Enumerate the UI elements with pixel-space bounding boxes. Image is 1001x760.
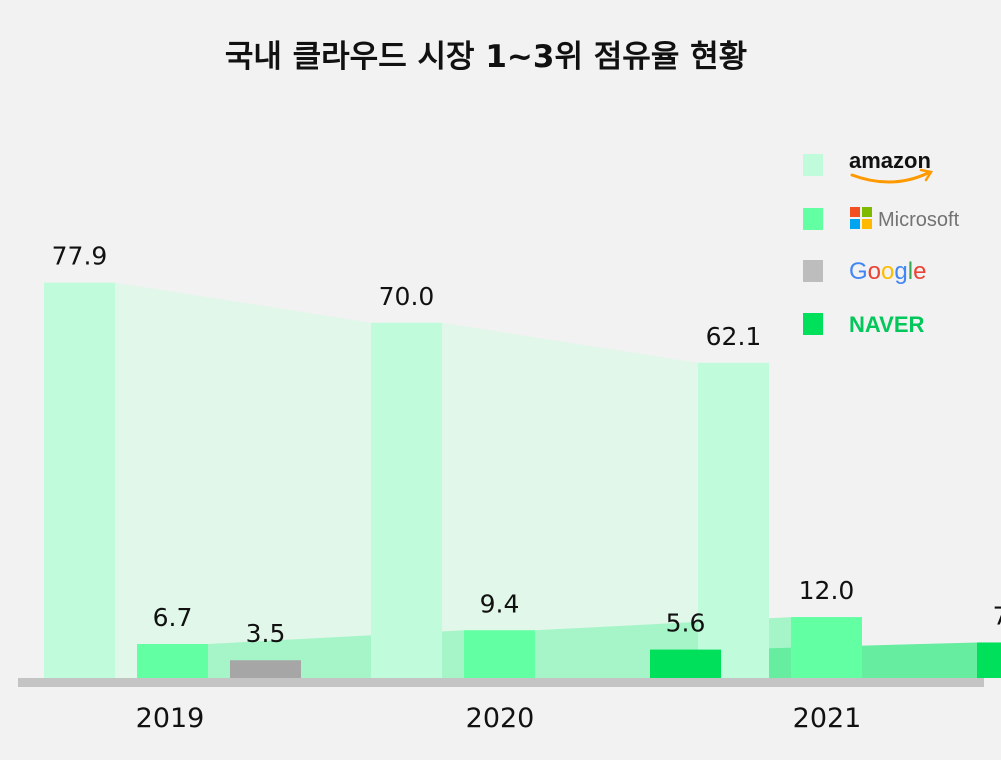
- bar-google-2019: [230, 660, 301, 678]
- microsoft-logo-icon: [850, 207, 872, 229]
- value-label-microsoft-2020: 9.4: [480, 589, 520, 618]
- value-label-naver-2020: 5.6: [666, 609, 706, 638]
- x-tick-2019: 2019: [136, 703, 205, 734]
- value-label-microsoft-2021: 12.0: [799, 576, 855, 605]
- amazon-arrow-icon: [919, 168, 934, 182]
- value-labels: 77.9 70.0 62.1 6.7 9.4 12.0 3.5 5.6 7.0: [52, 242, 1001, 649]
- bar-amazon-2019: [44, 282, 115, 678]
- legend-label-amazon: amazon: [849, 148, 931, 173]
- amazon-smile-icon: [850, 171, 930, 184]
- value-label-amazon-2020: 70.0: [379, 282, 435, 311]
- bar-microsoft-2019: [137, 643, 208, 678]
- legend-label-microsoft: Microsoft: [878, 209, 960, 231]
- value-label-amazon-2019: 77.9: [52, 242, 108, 271]
- bar-amazon-2020: [371, 322, 442, 678]
- legend-swatch-microsoft: [803, 208, 823, 230]
- bar-naver-2021: [977, 642, 1001, 678]
- bar-microsoft-2020: [464, 630, 535, 678]
- bars: [44, 282, 1001, 678]
- x-axis-ticks: 2019 2020 2021: [136, 703, 862, 734]
- bar-microsoft-2021: [791, 617, 862, 678]
- value-label-naver-2021: 7.0: [993, 601, 1001, 630]
- legend-swatch-amazon: [803, 154, 823, 176]
- legend-swatch-naver: [803, 313, 823, 335]
- legend: amazon Microsoft Google NAVER: [803, 148, 960, 337]
- value-label-google-2019: 3.5: [246, 619, 286, 648]
- value-label-amazon-2021: 62.1: [706, 322, 762, 351]
- x-axis-baseline: [18, 678, 984, 687]
- legend-swatch-google: [803, 260, 823, 282]
- chart-title: 국내 클라우드 시장 1~3위 점유율 현황: [225, 39, 747, 75]
- value-label-microsoft-2019: 6.7: [153, 603, 193, 632]
- bar-amazon-2021: [698, 362, 769, 678]
- x-tick-2020: 2020: [466, 703, 535, 734]
- legend-label-google: Google: [849, 258, 926, 285]
- x-tick-2021: 2021: [793, 703, 862, 734]
- bar-naver-2020: [650, 649, 721, 678]
- legend-label-naver: NAVER: [849, 312, 924, 337]
